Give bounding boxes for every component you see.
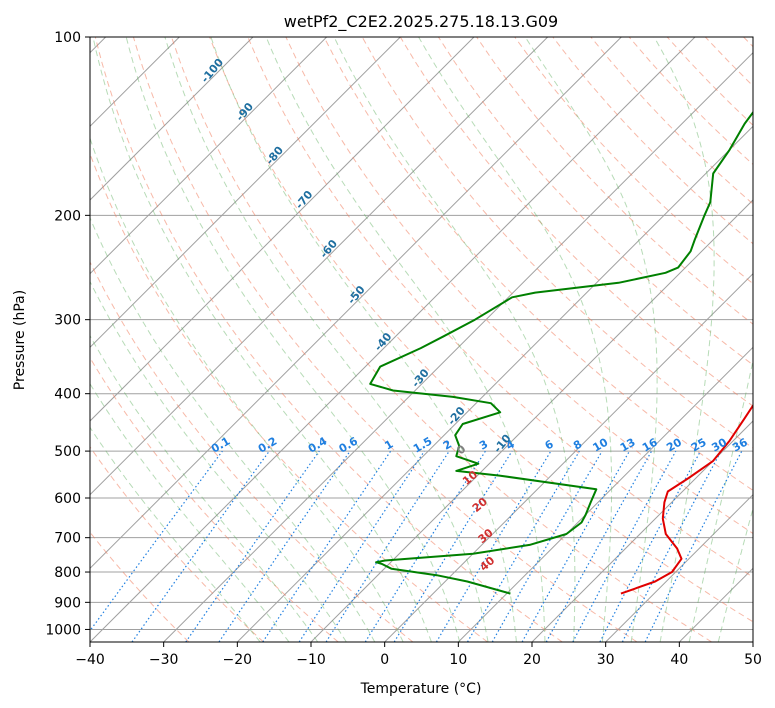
background-lines [90,37,753,642]
moist-adiabat-line [688,358,753,642]
x-axis-title: Temperature (°C) [360,681,482,697]
isotherm-line [605,493,753,642]
isotherm-line [90,37,549,496]
moist-adiabat-line [90,136,404,642]
dry-adiabat-line [171,37,712,642]
x-tick-label: 40 [670,652,688,668]
moist-adiabat-line [717,506,753,642]
y-axis-title: Pressure (hPa) [12,290,28,390]
mixing-ratio-line [262,450,392,642]
isotherm-line [457,346,753,642]
mixing-ratio-line [298,450,425,642]
moist-adiabat-line [333,37,576,642]
x-tick-label: −20 [223,652,253,668]
isotherm-line [384,272,753,642]
moist-adiabat-line [125,37,461,642]
chart-title: wetPf2_C2E2.2025.275.18.13.G09 [284,12,558,32]
mixing-ratio-line [325,450,450,642]
moist-adiabat-line [265,37,546,642]
moist-adiabat-line [90,382,290,642]
moist-adiabat-line [90,334,319,642]
x-tick-label: 10 [449,652,467,668]
mixing-ratio-line [644,450,743,642]
mixing-ratio-line [90,450,223,632]
mixing-ratio-line [218,450,351,642]
isotherm-line [531,420,753,642]
moist-adiabat-line [92,37,432,642]
x-tick-label: 30 [597,652,615,668]
isotherm-line [163,51,753,642]
sounding-lines [369,110,753,595]
dry-adiabat-line [90,260,414,642]
axes: −40 −30 −20 −10 0 10 20 30 40 50 100 200 300 400 500 60… [45,30,762,668]
dry-adiabat-line [94,37,563,642]
moist-adiabat-line [90,426,261,642]
isotherm-line [90,37,254,201]
y-tick-label: 200 [54,208,81,224]
moist-adiabat-line [418,37,613,642]
dry-adiabat-line [90,446,264,642]
dry-adiabat-line [90,356,339,642]
y-tick-label: 100 [54,30,81,46]
moist-adiabat-line [164,37,489,642]
mixing-ratio-line [185,450,320,642]
mixing-ratio-line [521,450,631,642]
isotherm-line [236,125,753,642]
x-tick-label: −30 [149,652,179,668]
dewpoint-profile-line [369,110,753,595]
mixing-ratio-line [572,450,677,642]
plot-frame [89,36,754,643]
temperature-profile-line [620,403,753,595]
x-tick-label: −40 [75,652,105,668]
isotherm-line [90,37,328,275]
moist-adiabat-line [90,280,347,642]
isotherm-line [90,37,401,349]
dry-adiabat-line [514,37,753,285]
mixing-ratio-line [393,450,513,642]
dry-adiabat-line [132,37,638,642]
x-tick-label: 0 [380,652,389,668]
moist-adiabat-line [524,37,658,642]
isotherm-line [90,37,475,422]
y-tick-label: 900 [54,595,81,611]
isotherm-line [752,641,753,642]
plot-background [90,37,753,642]
dry-adiabat-line [209,37,753,623]
dry-adiabat-line [285,37,753,535]
y-tick-label: 700 [54,531,81,547]
y-tick-label: 400 [54,387,81,403]
y-tick-label: 1000 [45,622,81,638]
dry-adiabat-line [476,37,753,325]
isotherm-line [90,37,622,570]
x-tick-label: −10 [296,652,326,668]
moist-adiabat-line [210,37,517,642]
isotherm-line [90,37,696,642]
mixing-ratio-line [545,450,653,642]
y-tick-label: 500 [54,444,81,460]
x-tick-label: 20 [523,652,541,668]
dry-adiabat-line [247,37,753,578]
y-tick-label: 800 [54,565,81,581]
x-tick-label: 50 [744,652,762,668]
mixing-ratio-line [131,450,270,642]
dry-adiabat-line [323,37,753,491]
y-tick-label: 300 [54,313,81,329]
moist-adiabat-line [653,37,715,642]
y-tick-label: 600 [54,491,81,507]
moist-adiabat-line [90,216,376,642]
